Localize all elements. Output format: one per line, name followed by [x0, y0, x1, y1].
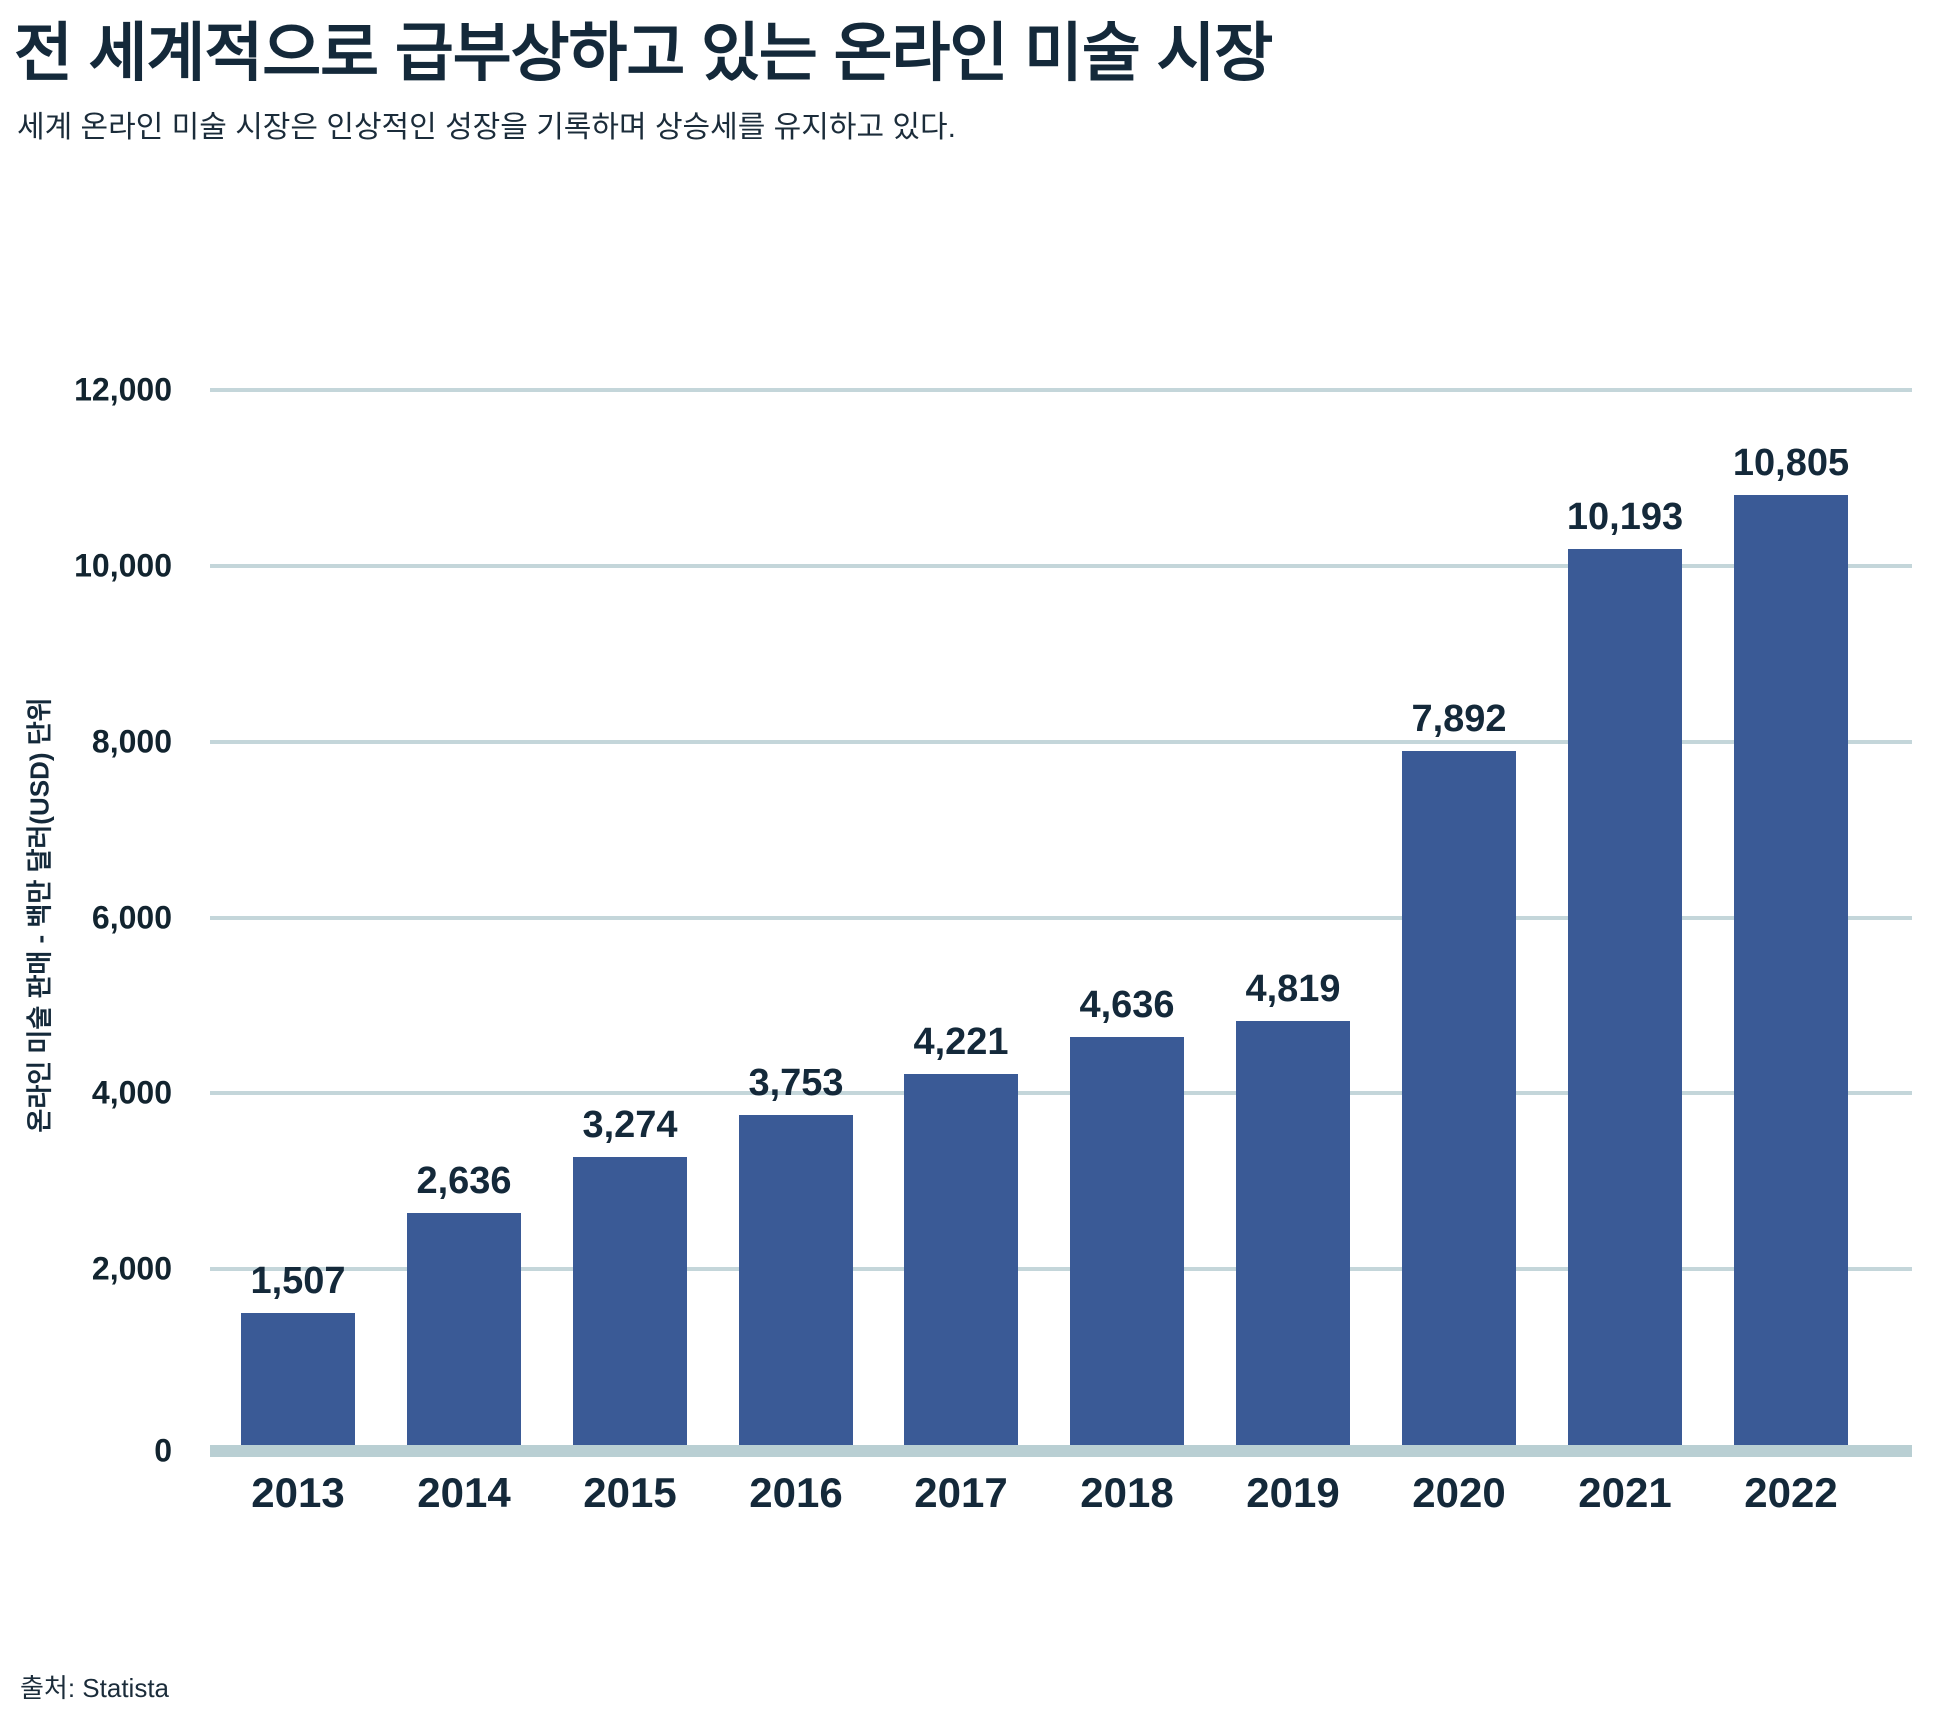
bar-2019: [1236, 1021, 1350, 1445]
bar-2018: [1070, 1037, 1184, 1445]
x-tick-label-2013: 2013: [251, 1469, 345, 1516]
bar-2017: [904, 1074, 1018, 1445]
x-tick-label-2016: 2016: [749, 1469, 843, 1516]
bar-value-2022: 10,805: [1732, 442, 1850, 484]
bar-2014: [407, 1213, 521, 1445]
gridline: [210, 564, 1912, 568]
bar-value-2017: 4,221: [913, 1021, 1009, 1063]
gridline: [210, 1091, 1912, 1095]
bar-value-2019: 4,819: [1245, 968, 1341, 1010]
plot-area: 1,507 2013 2,636 2014 3,274 2015 3,753 2016 4,22…: [210, 388, 1912, 1516]
y-tick-label: 12,000: [74, 371, 172, 408]
bar-2021: [1568, 549, 1682, 1445]
bar-2020: [1402, 751, 1516, 1445]
x-tick-label-2015: 2015: [583, 1469, 677, 1516]
bar-2015: [573, 1157, 687, 1445]
bar-value-2018: 4,636: [1079, 984, 1175, 1026]
x-tick-label-2014: 2014: [417, 1469, 511, 1516]
gridline: [210, 1267, 1912, 1271]
x-tick-label-2018: 2018: [1080, 1469, 1174, 1516]
bar-value-2021: 10,193: [1566, 496, 1684, 538]
bar-value-2014: 2,636: [416, 1160, 512, 1202]
y-tick-label: 10,000: [74, 547, 172, 584]
source-credit: 출처: Statista: [20, 1673, 169, 1703]
x-tick-label-2021: 2021: [1578, 1469, 1672, 1516]
page-title: 전 세계적으로 급부상하고 있는 온라인 미술 시장: [14, 17, 1273, 89]
bar-2013: [241, 1313, 355, 1445]
y-tick-label: 4,000: [91, 1074, 172, 1111]
gridline: [210, 740, 1912, 744]
x-axis-baseline: [210, 1445, 1912, 1457]
bar-value-2013: 1,507: [250, 1260, 346, 1302]
x-tick-label-2019: 2019: [1246, 1469, 1340, 1516]
y-tick-label: 2,000: [91, 1250, 172, 1287]
gridline: [210, 916, 1912, 920]
x-tick-label-2017: 2017: [914, 1469, 1008, 1516]
x-tick-label-2020: 2020: [1412, 1469, 1506, 1516]
bar-2022: [1734, 495, 1848, 1445]
gridline: [210, 388, 1912, 392]
bar-2016: [739, 1115, 853, 1445]
y-tick-label: 6,000: [91, 899, 172, 936]
y-tick-label: 8,000: [91, 723, 172, 760]
bar-value-2016: 3,753: [748, 1062, 844, 1104]
y-tick-label: 0: [154, 1432, 172, 1469]
bar-value-2015: 3,274: [582, 1104, 678, 1146]
page-subtitle: 세계 온라인 미술 시장은 인상적인 성장을 기록하며 상승세를 유지하고 있다…: [17, 111, 956, 144]
x-tick-label-2022: 2022: [1744, 1469, 1838, 1516]
bar-value-2020: 7,892: [1411, 698, 1507, 740]
